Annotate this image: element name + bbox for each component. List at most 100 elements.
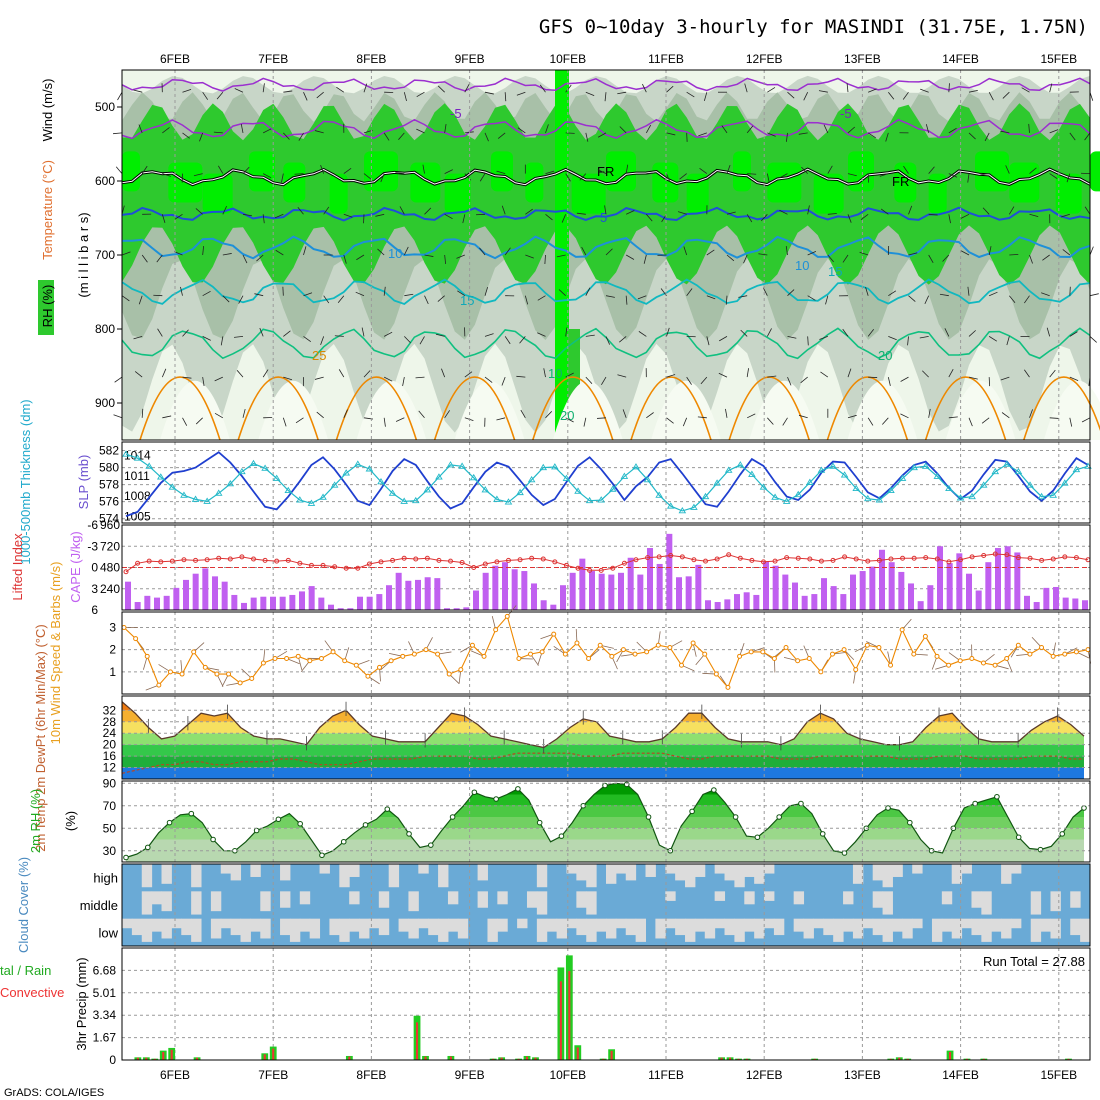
wind-speed-marker: [1039, 644, 1045, 650]
wind-barb: [242, 254, 248, 264]
wind-barb: [747, 173, 757, 175]
wind-barb: [504, 336, 511, 345]
wind-barb: [416, 128, 425, 134]
wind-barb: [1084, 132, 1091, 141]
wind-barb: [383, 286, 386, 296]
cloud-gap: [981, 918, 992, 942]
li-marker: [691, 557, 697, 563]
wind-barb: [1000, 376, 1010, 381]
rh-marker: [253, 827, 260, 834]
li-marker: [703, 558, 709, 564]
wind-barb: [254, 293, 264, 297]
wind-barb: [846, 83, 849, 93]
li-tick: -3: [87, 539, 98, 553]
rh-tick: 50: [103, 821, 117, 835]
cape-bar: [550, 604, 557, 610]
wind-barb: [677, 211, 687, 215]
cape-bar: [424, 577, 431, 610]
rh-marker: [471, 789, 478, 796]
wind-barb: [283, 90, 293, 93]
slp-marker: [493, 495, 501, 502]
wind-barb: [1009, 295, 1016, 303]
wind-barb: [456, 254, 465, 259]
wind-speed-marker: [446, 671, 452, 677]
rh-blob: [733, 151, 751, 192]
convective-bar: [526, 1056, 529, 1060]
wind-barb: [464, 371, 473, 378]
cloud-gap: [181, 918, 192, 936]
wind-speed-marker: [458, 667, 464, 673]
wind-barb: [262, 214, 265, 224]
wind-barb: [847, 414, 857, 419]
wind-barb: [222, 205, 227, 215]
wind-barb: [787, 91, 795, 99]
wind-speed-marker: [620, 647, 626, 653]
wind-barb: [517, 127, 526, 134]
wind-barb: [316, 91, 324, 99]
wind-barb: [234, 336, 244, 338]
convective-bar: [153, 1058, 156, 1060]
wind-barb: [920, 88, 929, 93]
cloud-gap: [260, 918, 271, 939]
cloud-gap: [1030, 918, 1042, 942]
rh-marker: [798, 800, 804, 807]
contour-label: FR: [597, 164, 614, 179]
wind-barb: [404, 293, 414, 297]
isotherm-line: [121, 118, 1091, 140]
cape-bar: [724, 599, 731, 610]
run-total-label: Run Total = 27.88: [983, 954, 1085, 969]
top-date-label: 13FEB: [844, 52, 881, 66]
wind-barb: [202, 290, 211, 297]
rh-frame: [121, 780, 1091, 863]
cloud-gap: [941, 891, 953, 905]
cape-bar: [492, 565, 499, 610]
cape-bar: [1062, 597, 1069, 610]
cape-bar: [482, 572, 489, 610]
cape-bar: [386, 585, 393, 610]
wind-barb: [303, 292, 313, 297]
wind-barb: [437, 295, 445, 302]
cape-bar: [328, 604, 335, 610]
rh-marker: [210, 836, 216, 843]
slp-marker: [469, 473, 478, 481]
wind-speed-marker: [783, 644, 789, 650]
wind-barb: [583, 417, 587, 427]
cloud-gap: [852, 918, 864, 939]
wind-barb: [847, 368, 852, 378]
wind-barb: [303, 246, 307, 256]
wind-barb: [683, 246, 688, 256]
wind-barb: [617, 91, 627, 95]
slp-marker: [898, 474, 907, 481]
li-marker: [911, 555, 917, 561]
wind-barb: [967, 173, 970, 183]
cape-bar: [405, 580, 412, 610]
li-marker: [448, 558, 454, 564]
precip-tick: 3.34: [93, 1008, 117, 1022]
cloud-gap: [161, 918, 172, 939]
wind-barb: [256, 254, 264, 262]
wind-speed-marker: [493, 627, 499, 633]
slp-marker: [655, 491, 663, 498]
wind-barb: [1009, 253, 1019, 256]
slp-marker: [168, 483, 177, 490]
upper-ytick-label: 500: [95, 100, 115, 114]
convective-bar: [982, 1058, 985, 1060]
li-marker: [459, 560, 465, 566]
cape-bar: [337, 608, 344, 610]
slp-marker: [319, 493, 327, 500]
isotherm-line: [121, 77, 1091, 92]
wind-tick: 3: [109, 621, 116, 635]
wind-speed-marker: [307, 658, 313, 664]
wind-barb: [645, 124, 652, 134]
cloud-gap: [724, 864, 735, 881]
cape-bar: [811, 594, 818, 610]
precipitation-panel: 1.67 3.34 5.01 6.68 0 Run Total = 27.88 3hr Pr…: [0, 947, 1091, 1067]
upper-air-panel: -5 -5 FR FR 5 10 10 15 15 20 25 10 20 500 600 700 800 900…: [38, 69, 1100, 441]
slp-marker: [330, 481, 339, 488]
wind-barb: [262, 83, 265, 93]
cloud-gap: [280, 891, 291, 908]
wind10-ylabel: 10m Wind Speed & Barbs (m/s): [48, 562, 63, 745]
thickness-ylabel: 1000-500mb Thickness (dm): [18, 399, 33, 564]
cloud-gap: [823, 918, 834, 936]
li-marker: [239, 554, 245, 560]
